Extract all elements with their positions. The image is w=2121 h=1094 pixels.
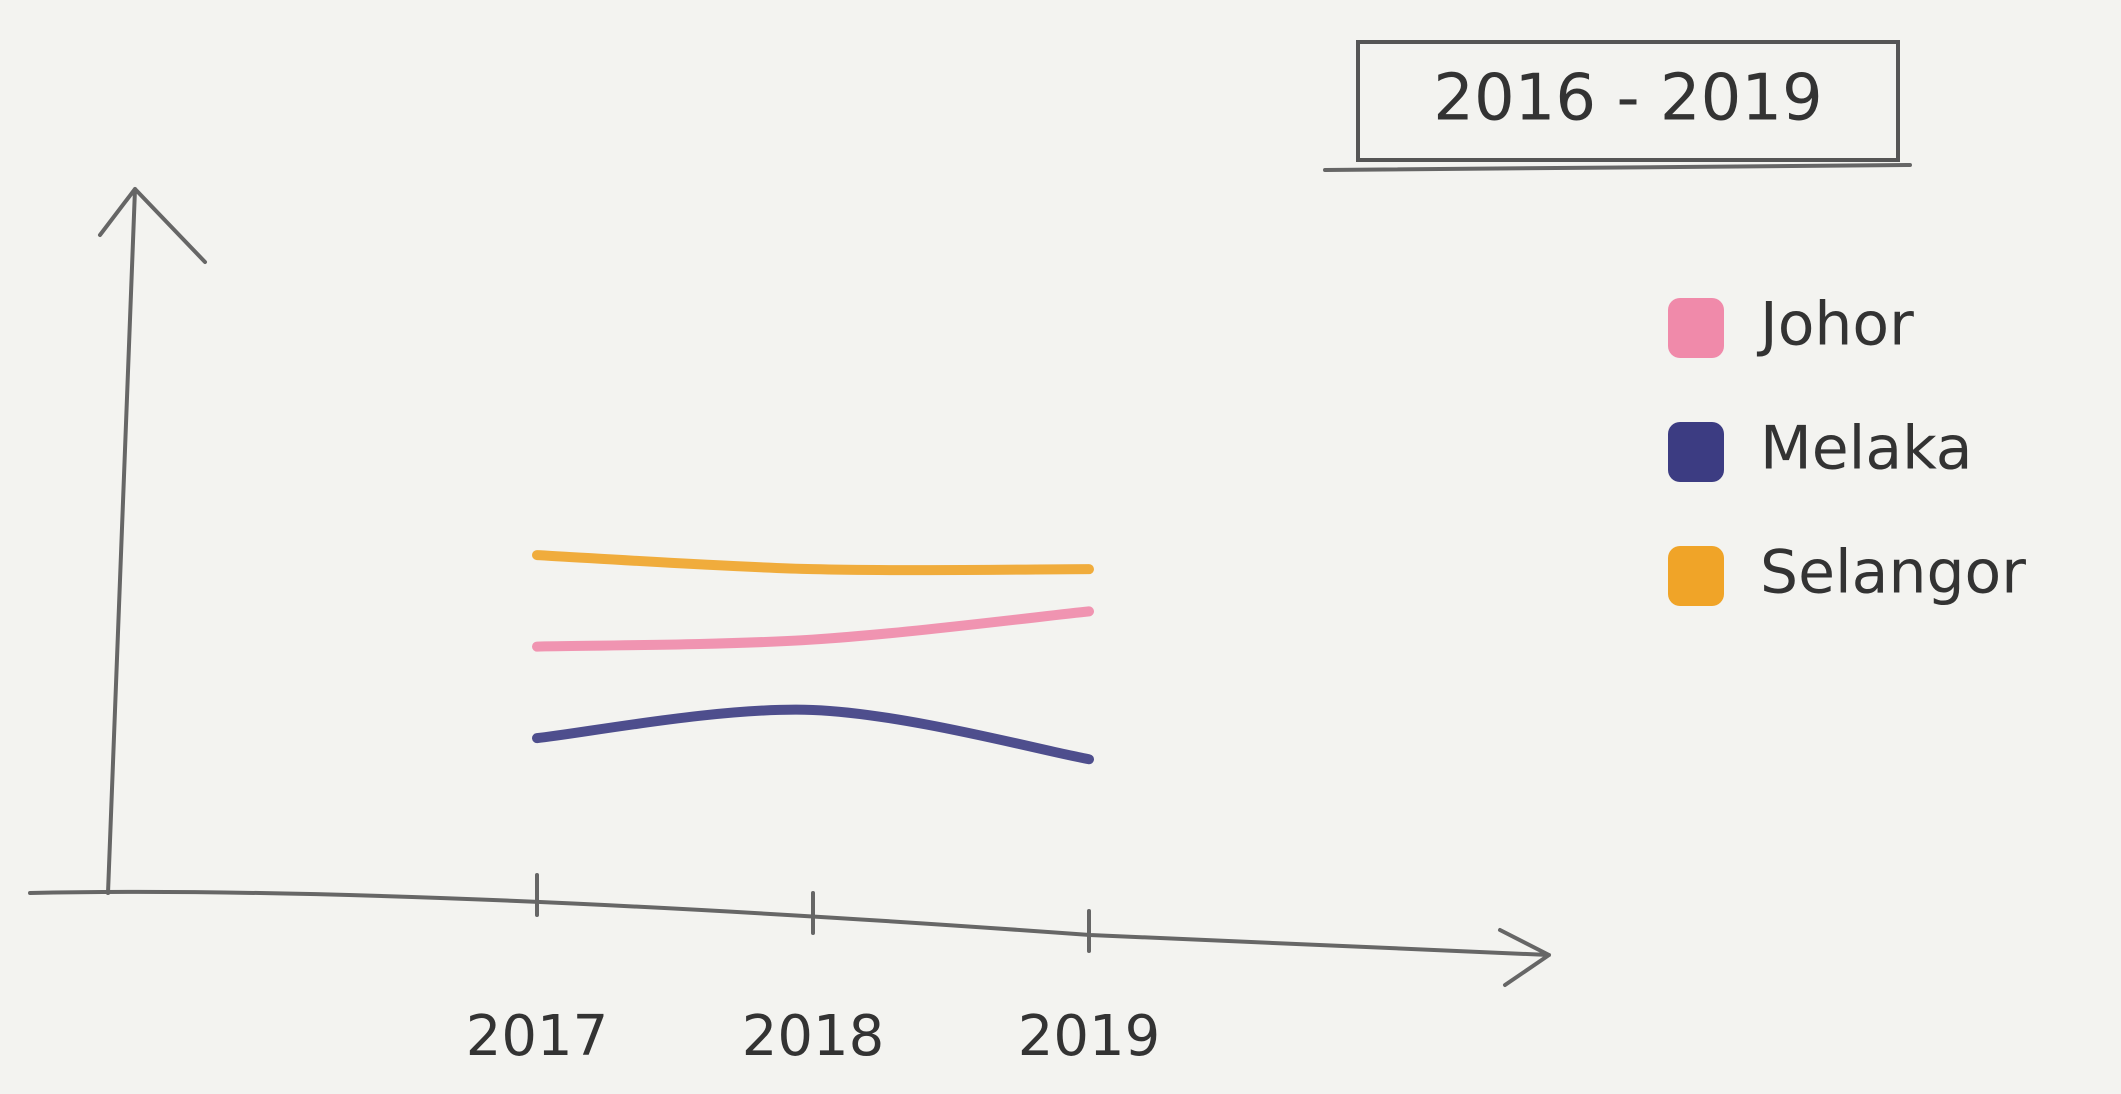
x-tick-label: 2019 bbox=[1018, 1004, 1161, 1069]
y-axis bbox=[98, 187, 207, 895]
title-box bbox=[1356, 40, 1900, 162]
series-line bbox=[532, 550, 1094, 576]
series-line bbox=[532, 606, 1094, 652]
series-line bbox=[532, 704, 1094, 765]
legend-label: Selangor bbox=[1760, 538, 2026, 608]
legend-label: Johor bbox=[1756, 290, 1914, 360]
legend-label: Melaka bbox=[1760, 414, 1973, 484]
title-underline bbox=[1323, 163, 1912, 172]
x-axis bbox=[28, 889, 1551, 987]
legend-swatch bbox=[1668, 422, 1724, 482]
legend-swatch bbox=[1668, 298, 1724, 358]
x-tick-label: 2018 bbox=[742, 1004, 885, 1069]
legend-swatch bbox=[1668, 546, 1724, 606]
x-tick-label: 2017 bbox=[466, 1004, 609, 1069]
chart-title: 2016 - 2019 bbox=[1433, 62, 1823, 136]
